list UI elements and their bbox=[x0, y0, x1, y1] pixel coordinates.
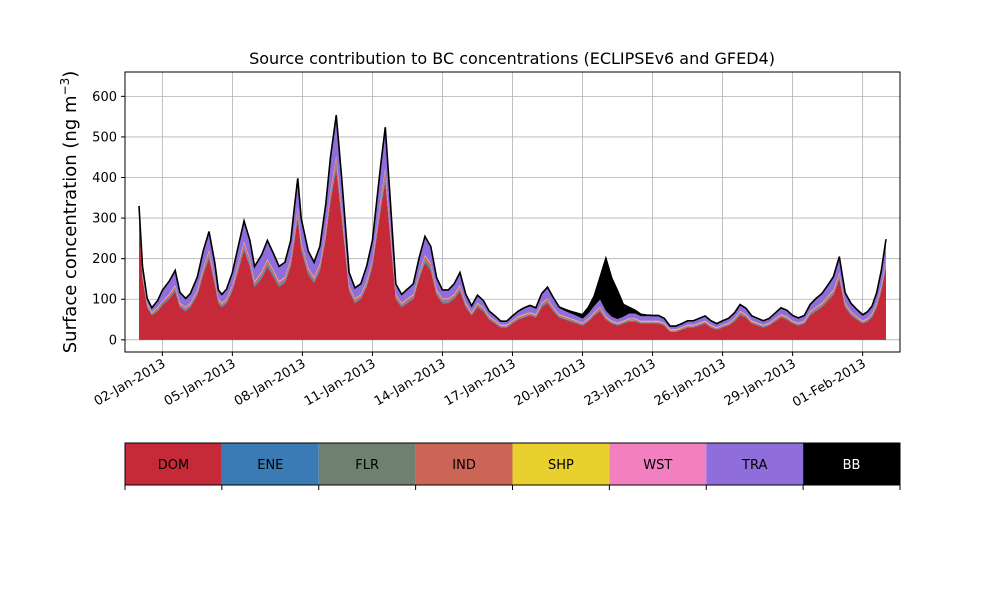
legend-label-flr: FLR bbox=[355, 458, 379, 473]
y-axis-label-close: ) bbox=[60, 71, 81, 78]
legend-label-tra: TRA bbox=[741, 458, 767, 473]
y-tick-label: 200 bbox=[92, 252, 117, 267]
legend-label-wst: WST bbox=[643, 458, 672, 473]
x-tick-label: 08-Jan-2013 bbox=[232, 356, 309, 409]
total-line bbox=[138, 114, 887, 327]
legend-swatch-ind bbox=[415, 443, 513, 485]
legend-swatch-dom bbox=[125, 443, 222, 485]
legend: DOM ENE FLR IND SHP WST TRA BB bbox=[124, 442, 901, 490]
x-tick-label: 29-Jan-2013 bbox=[722, 356, 799, 409]
x-tick-label: 01-Feb-2013 bbox=[790, 356, 869, 410]
y-axis-label-exponent: −3 bbox=[58, 78, 72, 96]
stacked-areas bbox=[138, 114, 887, 340]
y-tick-label: 300 bbox=[92, 212, 117, 227]
chart-title: Source contribution to BC concentrations… bbox=[249, 49, 775, 68]
x-tick-label: 17-Jan-2013 bbox=[442, 356, 519, 409]
y-tick-label: 500 bbox=[92, 130, 117, 145]
legend-swatch-wst bbox=[609, 443, 707, 485]
legend-swatch-flr bbox=[318, 443, 416, 485]
y-tick-label: 600 bbox=[92, 90, 117, 105]
legend-swatch-bb bbox=[803, 443, 900, 485]
legend-label-bb: BB bbox=[843, 458, 861, 473]
axes: 0 100 200 300 400 500 600 02-Jan-201305-Jan-201… bbox=[92, 71, 901, 410]
x-tick-label: 14-Jan-2013 bbox=[372, 356, 449, 409]
legend-swatch-tra bbox=[706, 443, 804, 485]
area-tra bbox=[139, 115, 886, 330]
x-tick-label: 11-Jan-2013 bbox=[302, 356, 379, 409]
legend-swatch-shp bbox=[512, 443, 610, 485]
legend-label-shp: SHP bbox=[548, 458, 574, 473]
legend-swatch-ene bbox=[221, 443, 319, 485]
y-axis-label: Surface concentration (ng m−3) bbox=[58, 71, 81, 354]
y-tick-label: 100 bbox=[92, 293, 117, 308]
grid-lines bbox=[125, 72, 900, 352]
y-tick-label: 400 bbox=[92, 171, 117, 186]
x-tick-label: 26-Jan-2013 bbox=[652, 356, 729, 409]
legend-label-ind: IND bbox=[452, 458, 476, 473]
x-tick-label: 20-Jan-2013 bbox=[512, 356, 589, 409]
x-tick-label: 23-Jan-2013 bbox=[582, 356, 659, 409]
x-tick-label: 02-Jan-2013 bbox=[92, 356, 169, 409]
x-tick-label: 05-Jan-2013 bbox=[162, 356, 239, 409]
y-tick-label: 0 bbox=[109, 333, 117, 348]
area-dom bbox=[139, 169, 886, 340]
legend-label-dom: DOM bbox=[158, 458, 189, 473]
y-axis-label-main: Surface concentration (ng m bbox=[60, 95, 81, 353]
legend-label-ene: ENE bbox=[257, 458, 283, 473]
